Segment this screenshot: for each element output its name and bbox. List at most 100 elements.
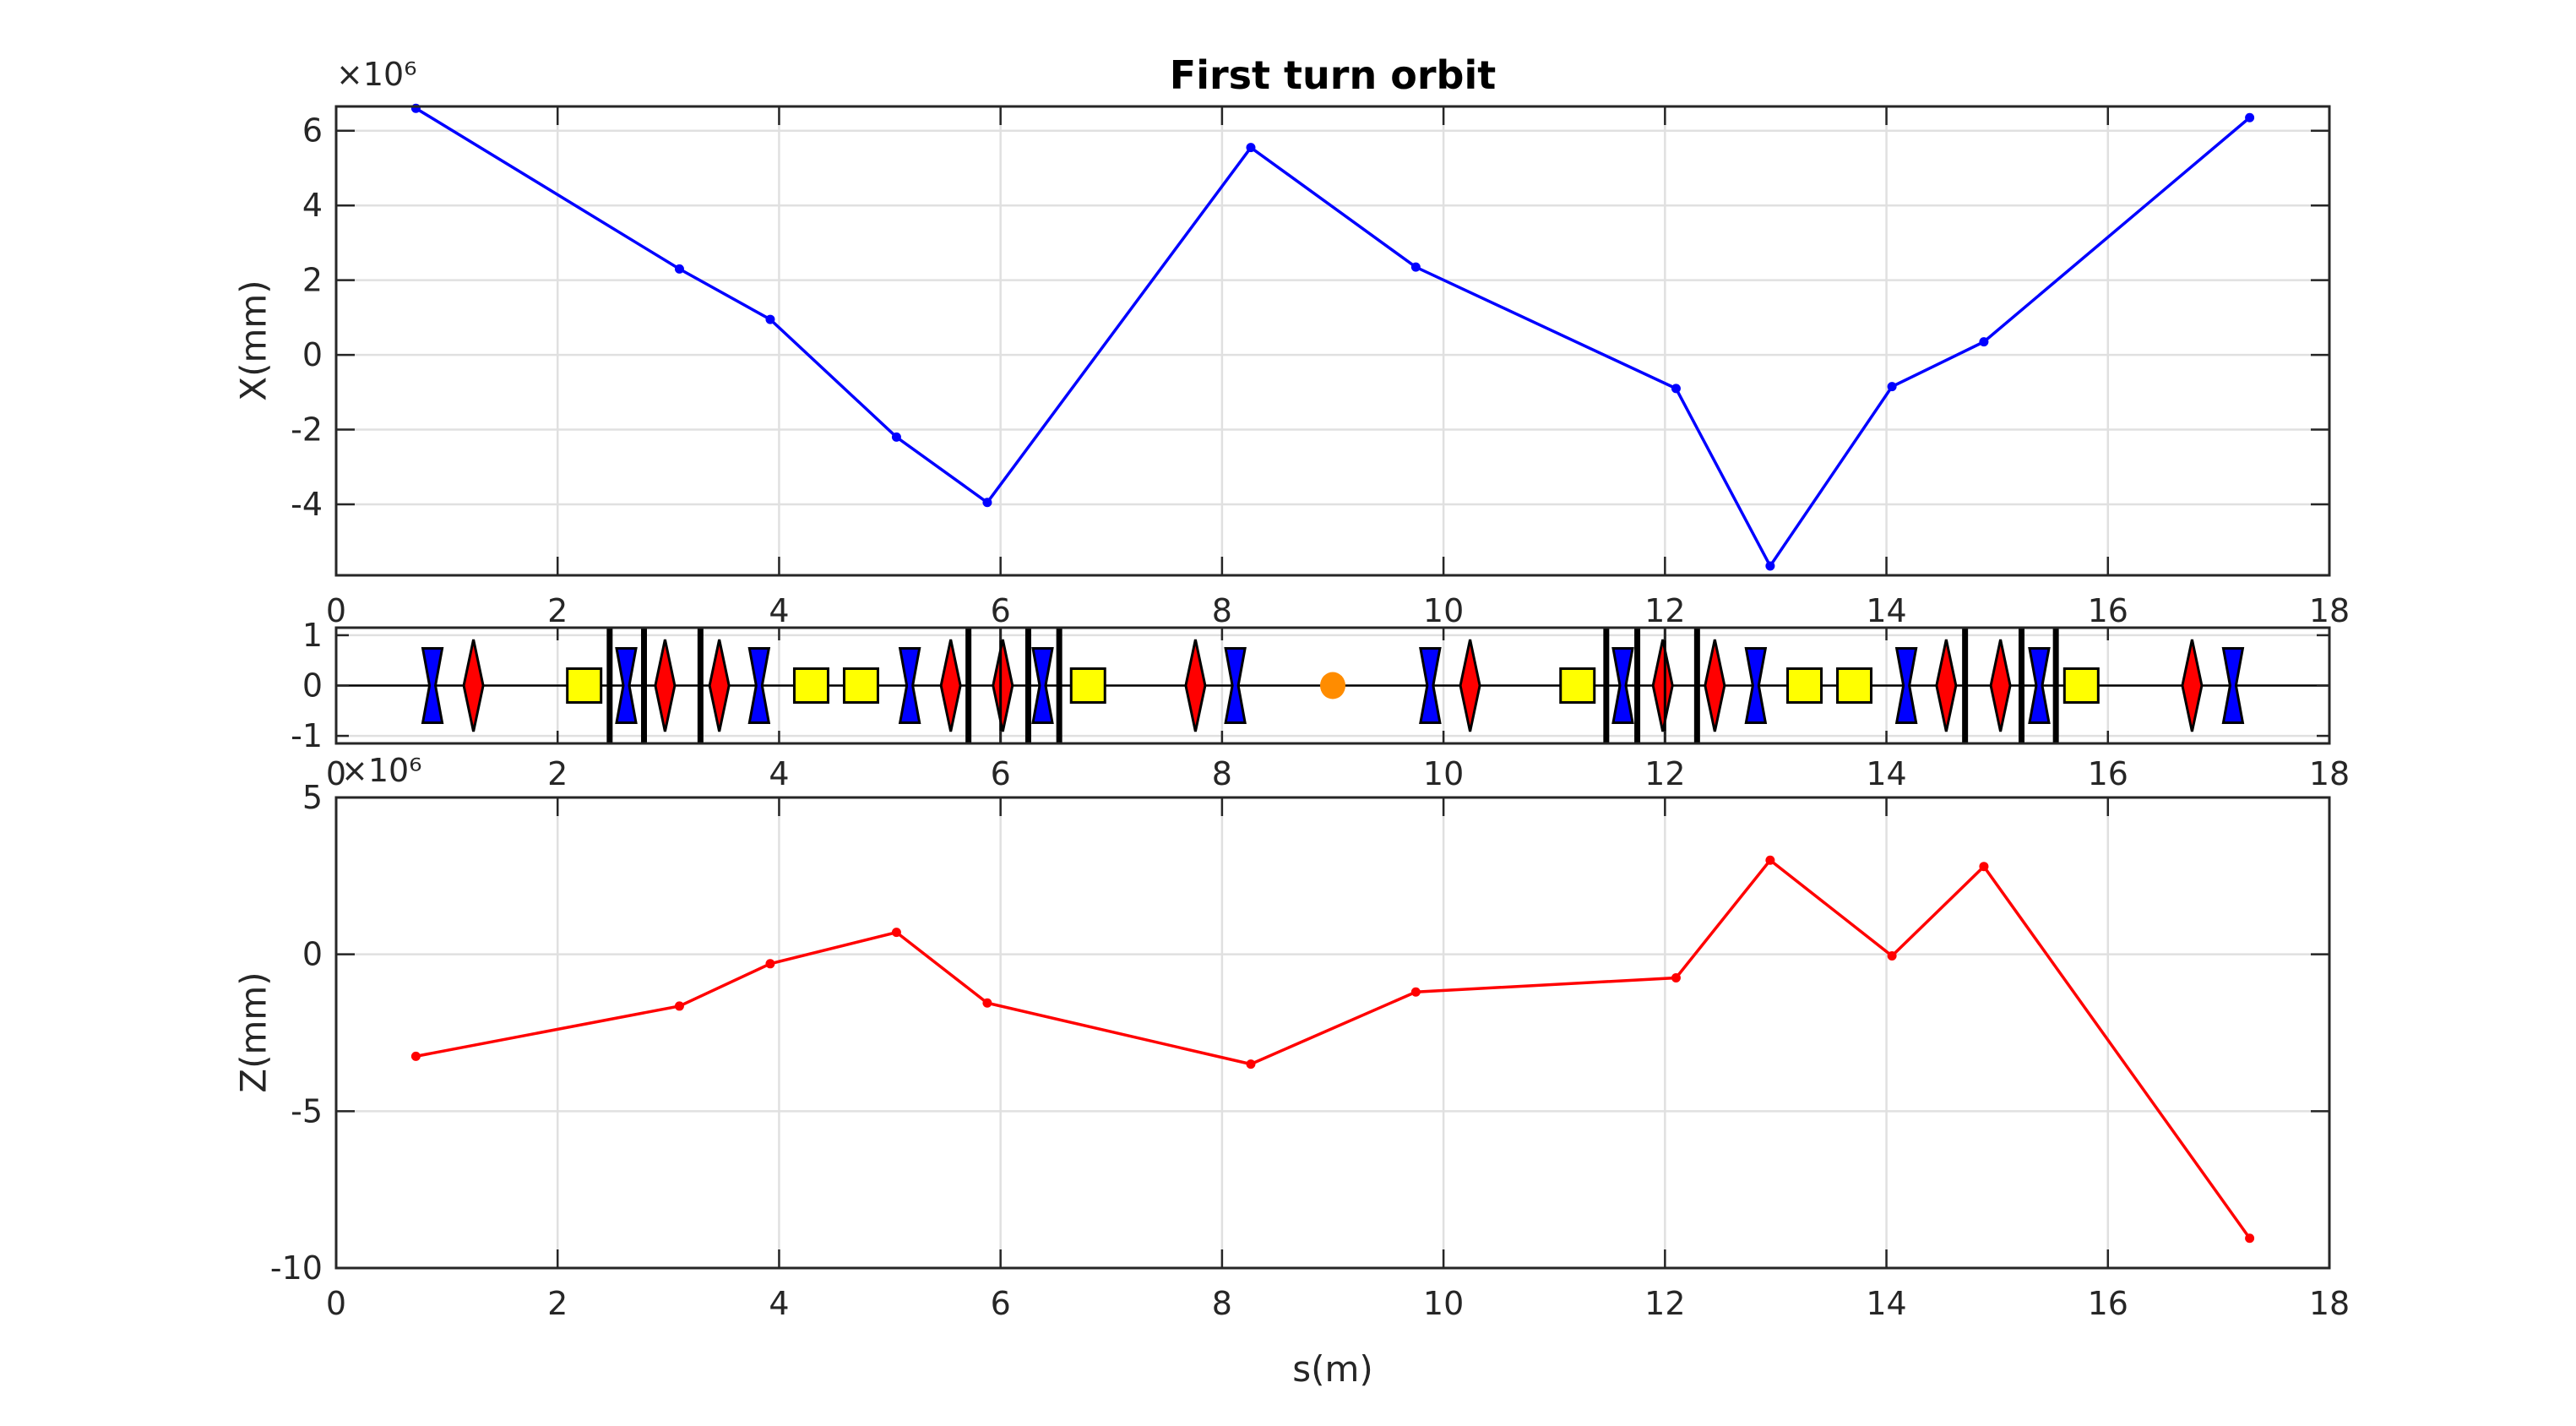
z-orbit-point [410,1051,421,1061]
y-tick-label: -2 [291,411,323,449]
x-orbit-point [1979,337,1989,347]
lattice-sextupole-diamond [1989,639,2012,732]
x-tick-label: 0 [326,1285,346,1322]
x-tick-label: 14 [1866,592,1906,629]
axes-box-top [334,105,2331,577]
lattice-monitor-square [2062,667,2100,704]
x-tick-label: 2 [547,1285,568,1322]
lattice-thin-marker-line [999,628,1003,743]
y-tick-label: 5 [302,779,323,816]
x-tick-label: 2 [547,592,568,629]
x-orbit-ylabel: X(mm) [232,280,274,401]
lattice-marker-line [1024,628,1031,743]
figure-title: First turn orbit [1169,52,1497,98]
lattice-quadrupole-bowtie [615,647,638,724]
lattice-quadrupole-bowtie [747,647,771,724]
lattice-monitor-square [1069,667,1106,704]
x-tick-label: 16 [2088,1285,2128,1322]
x-orbit-point [410,103,421,113]
lattice-monitor-square [566,667,603,704]
lattice-thin-marker-line [1663,628,1666,743]
x-tick-label: 8 [1212,755,1232,792]
y-tick-label: -10 [270,1249,323,1287]
y-tick-label: 0 [302,667,323,705]
lattice-sextupole-diamond [939,639,962,732]
x-tick-label: 8 [1212,1285,1232,1322]
lattice-sextupole-diamond [1459,639,1481,732]
x-orbit-point [1887,382,1897,392]
x-orbit-point [674,264,684,274]
lattice-quadrupole-bowtie [2028,647,2051,724]
z-orbit-point [674,1001,684,1011]
lattice-quadrupole-bowtie [1031,647,1054,724]
x-tick-label: 12 [1644,755,1685,792]
x-orbit-point [891,432,901,442]
lattice-marker-line [2052,628,2059,743]
x-tick-label: 14 [1866,755,1906,792]
lattice-sextupole-diamond [462,639,485,732]
lattice-marker-line [697,628,704,743]
lattice-monitor-square [1786,667,1823,704]
x-tick-label: 10 [1423,755,1464,792]
z-orbit-line [416,857,2252,1239]
lattice-sextupole-diamond [1184,639,1207,732]
lattice-sextupole-diamond [1651,639,1674,732]
x-tick-label: 2 [547,755,568,792]
x-tick-label: 6 [991,592,1011,629]
z-orbit-point [2245,1233,2255,1244]
x-tick-label: 4 [769,1285,789,1322]
lattice-quadrupole-bowtie [2221,647,2245,724]
x-tick-label: 12 [1644,592,1685,629]
x-tick-label: 18 [2309,755,2350,792]
z-orbit-point [765,959,775,969]
s-axis-label: s(m) [1292,1348,1373,1390]
x-orbit-point [982,498,992,508]
lattice-sextupole-diamond [2181,639,2204,732]
y-tick-label: 1 [302,617,323,654]
x-tick-label: 18 [2309,592,2350,629]
z-orbit-point [1979,862,1989,872]
lattice-monitor-square [792,667,829,704]
lattice-quadrupole-bowtie [1419,647,1442,724]
x-tick-label: 4 [769,755,789,792]
lattice-marker-line [1603,628,1610,743]
y-tick-label: -5 [291,1092,323,1129]
x-orbit-point [765,314,775,324]
lattice-sextupole-diamond [708,639,731,732]
lattice-sextupole-diamond [1935,639,1958,732]
y-tick-label: -1 [291,717,323,754]
y-tick-label: 6 [302,112,323,150]
x-tick-label: 14 [1866,1285,1906,1322]
z-orbit-ylabel: Z(mm) [232,972,274,1093]
bottom-axis-exponent: ×10⁶ [341,752,422,789]
lattice-quadrupole-bowtie [1611,647,1634,724]
lattice-monitor-square [1836,667,1873,704]
lattice-sextupole-diamond [1704,639,1726,732]
lattice-quadrupole-bowtie [421,647,444,724]
x-orbit-point [1246,143,1256,153]
lattice-monitor-square [1559,667,1596,704]
lattice-marker-line [2019,628,2025,743]
z-orbit-point [982,998,992,1008]
x-orbit-point [1671,384,1681,394]
x-tick-label: 6 [991,1285,1011,1322]
axes-box-bottom [334,796,2331,1270]
y-tick-label: 2 [302,262,323,299]
lattice-marker-line [1693,628,1700,743]
x-orbit-point [2245,112,2255,122]
lattice-sextupole-diamond [992,639,1014,732]
x-tick-label: 0 [326,755,346,792]
z-orbit-point [1887,951,1897,961]
y-tick-label: 0 [302,336,323,373]
lattice-quadrupole-bowtie [898,647,921,724]
lattice-marker-line [1056,628,1062,743]
lattice-sextupole-diamond [654,639,677,732]
x-tick-label: 10 [1423,592,1464,629]
x-tick-label: 16 [2088,755,2128,792]
x-tick-label: 0 [326,592,346,629]
x-tick-label: 6 [991,755,1011,792]
lattice-marker-line [606,628,613,743]
z-orbit-point [1765,855,1775,865]
